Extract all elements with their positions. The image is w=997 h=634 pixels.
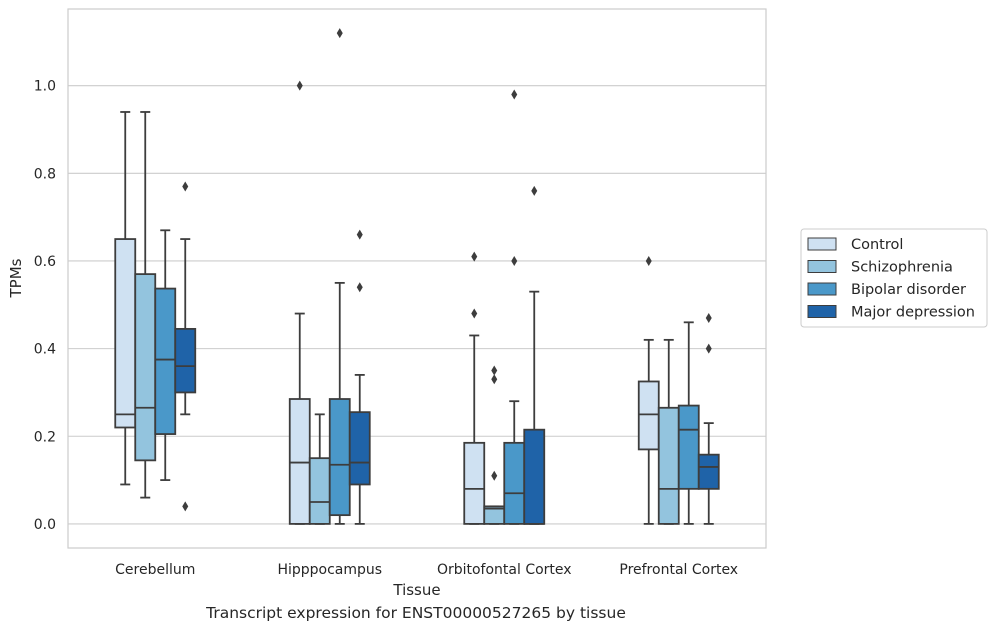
outlier-point (531, 185, 538, 196)
outlier-point (491, 365, 498, 376)
x-axis-title: Tissue (392, 581, 440, 599)
outlier-point (182, 181, 189, 192)
iqr-box (288, 398, 311, 525)
outlier-point (491, 470, 498, 481)
outlier-point (511, 255, 518, 266)
box-group (697, 312, 720, 525)
box-group (308, 413, 331, 525)
outlier-point (471, 308, 478, 319)
y-tick-label: 0.2 (34, 429, 56, 445)
legend: Control Schizophrenia Bipolar disorder Majo… (800, 228, 988, 328)
x-tick-label: Cerebellum (115, 562, 195, 578)
y-tick-label: 0.0 (34, 517, 56, 533)
y-tick-label: 0.4 (34, 342, 56, 358)
box-group (657, 338, 680, 525)
iqr-box (174, 327, 197, 394)
outlier-point (182, 501, 189, 512)
iqr-box (328, 398, 351, 517)
box-group (677, 321, 700, 525)
box-group (288, 80, 311, 525)
legend-label: Major depression (851, 305, 975, 321)
outlier-point (491, 374, 498, 385)
box-group (134, 111, 157, 499)
box-group (637, 255, 660, 525)
box-group (154, 229, 177, 481)
box-group (503, 89, 526, 525)
legend-swatch (807, 237, 837, 251)
y-tick-label: 1.0 (34, 79, 56, 95)
outlier-point (705, 343, 712, 354)
box-group (114, 111, 137, 486)
outlier-point (296, 80, 303, 91)
figure-caption: Transcript expression for ENST0000052726… (206, 604, 626, 622)
outlier-point (511, 89, 518, 100)
legend-label: Control (851, 237, 903, 253)
box-group (328, 28, 351, 525)
iqr-box (657, 406, 680, 525)
outlier-point (645, 255, 652, 266)
legend-swatch (807, 305, 837, 318)
x-tick-label: Orbitofontal Cortex (437, 562, 572, 578)
y-tick-label: 0.6 (34, 254, 56, 270)
iqr-box (134, 273, 157, 462)
plot-area-frame (67, 8, 767, 549)
boxes (114, 28, 720, 525)
box-group (348, 229, 371, 525)
legend-label: Schizophrenia (851, 260, 953, 276)
box-group (523, 185, 546, 525)
y-tick-label: 0.8 (34, 166, 56, 182)
iqr-box (308, 457, 331, 525)
iqr-box (348, 411, 371, 486)
legend-label: Bipolar disorder (851, 282, 966, 298)
outlier-point (356, 282, 363, 293)
x-tick-label: Hipppocampus (277, 562, 382, 578)
iqr-box (637, 380, 660, 451)
iqr-box (154, 287, 177, 435)
iqr-box (523, 428, 546, 525)
iqr-box (463, 441, 486, 525)
outlier-point (705, 312, 712, 323)
y-axis-title: TPMs (7, 258, 25, 298)
iqr-box (697, 453, 720, 490)
box-group (463, 251, 486, 525)
legend-swatch (807, 260, 837, 273)
legend-frame (800, 228, 988, 328)
iqr-box (677, 404, 700, 490)
box-group (483, 365, 506, 525)
x-tick-labels: Cerebellum Hipppocampus Orbitofontal Corte… (115, 562, 738, 578)
box-group (174, 181, 197, 512)
y-tick-labels: 0.0 0.2 0.4 0.6 0.8 1.0 (34, 79, 56, 533)
legend-swatch (807, 282, 837, 296)
outlier-point (336, 28, 343, 39)
iqr-box (503, 441, 526, 525)
x-tick-label: Prefrontal Cortex (619, 562, 738, 578)
iqr-box (114, 238, 137, 429)
outlier-point (356, 229, 363, 240)
outlier-point (471, 251, 478, 262)
